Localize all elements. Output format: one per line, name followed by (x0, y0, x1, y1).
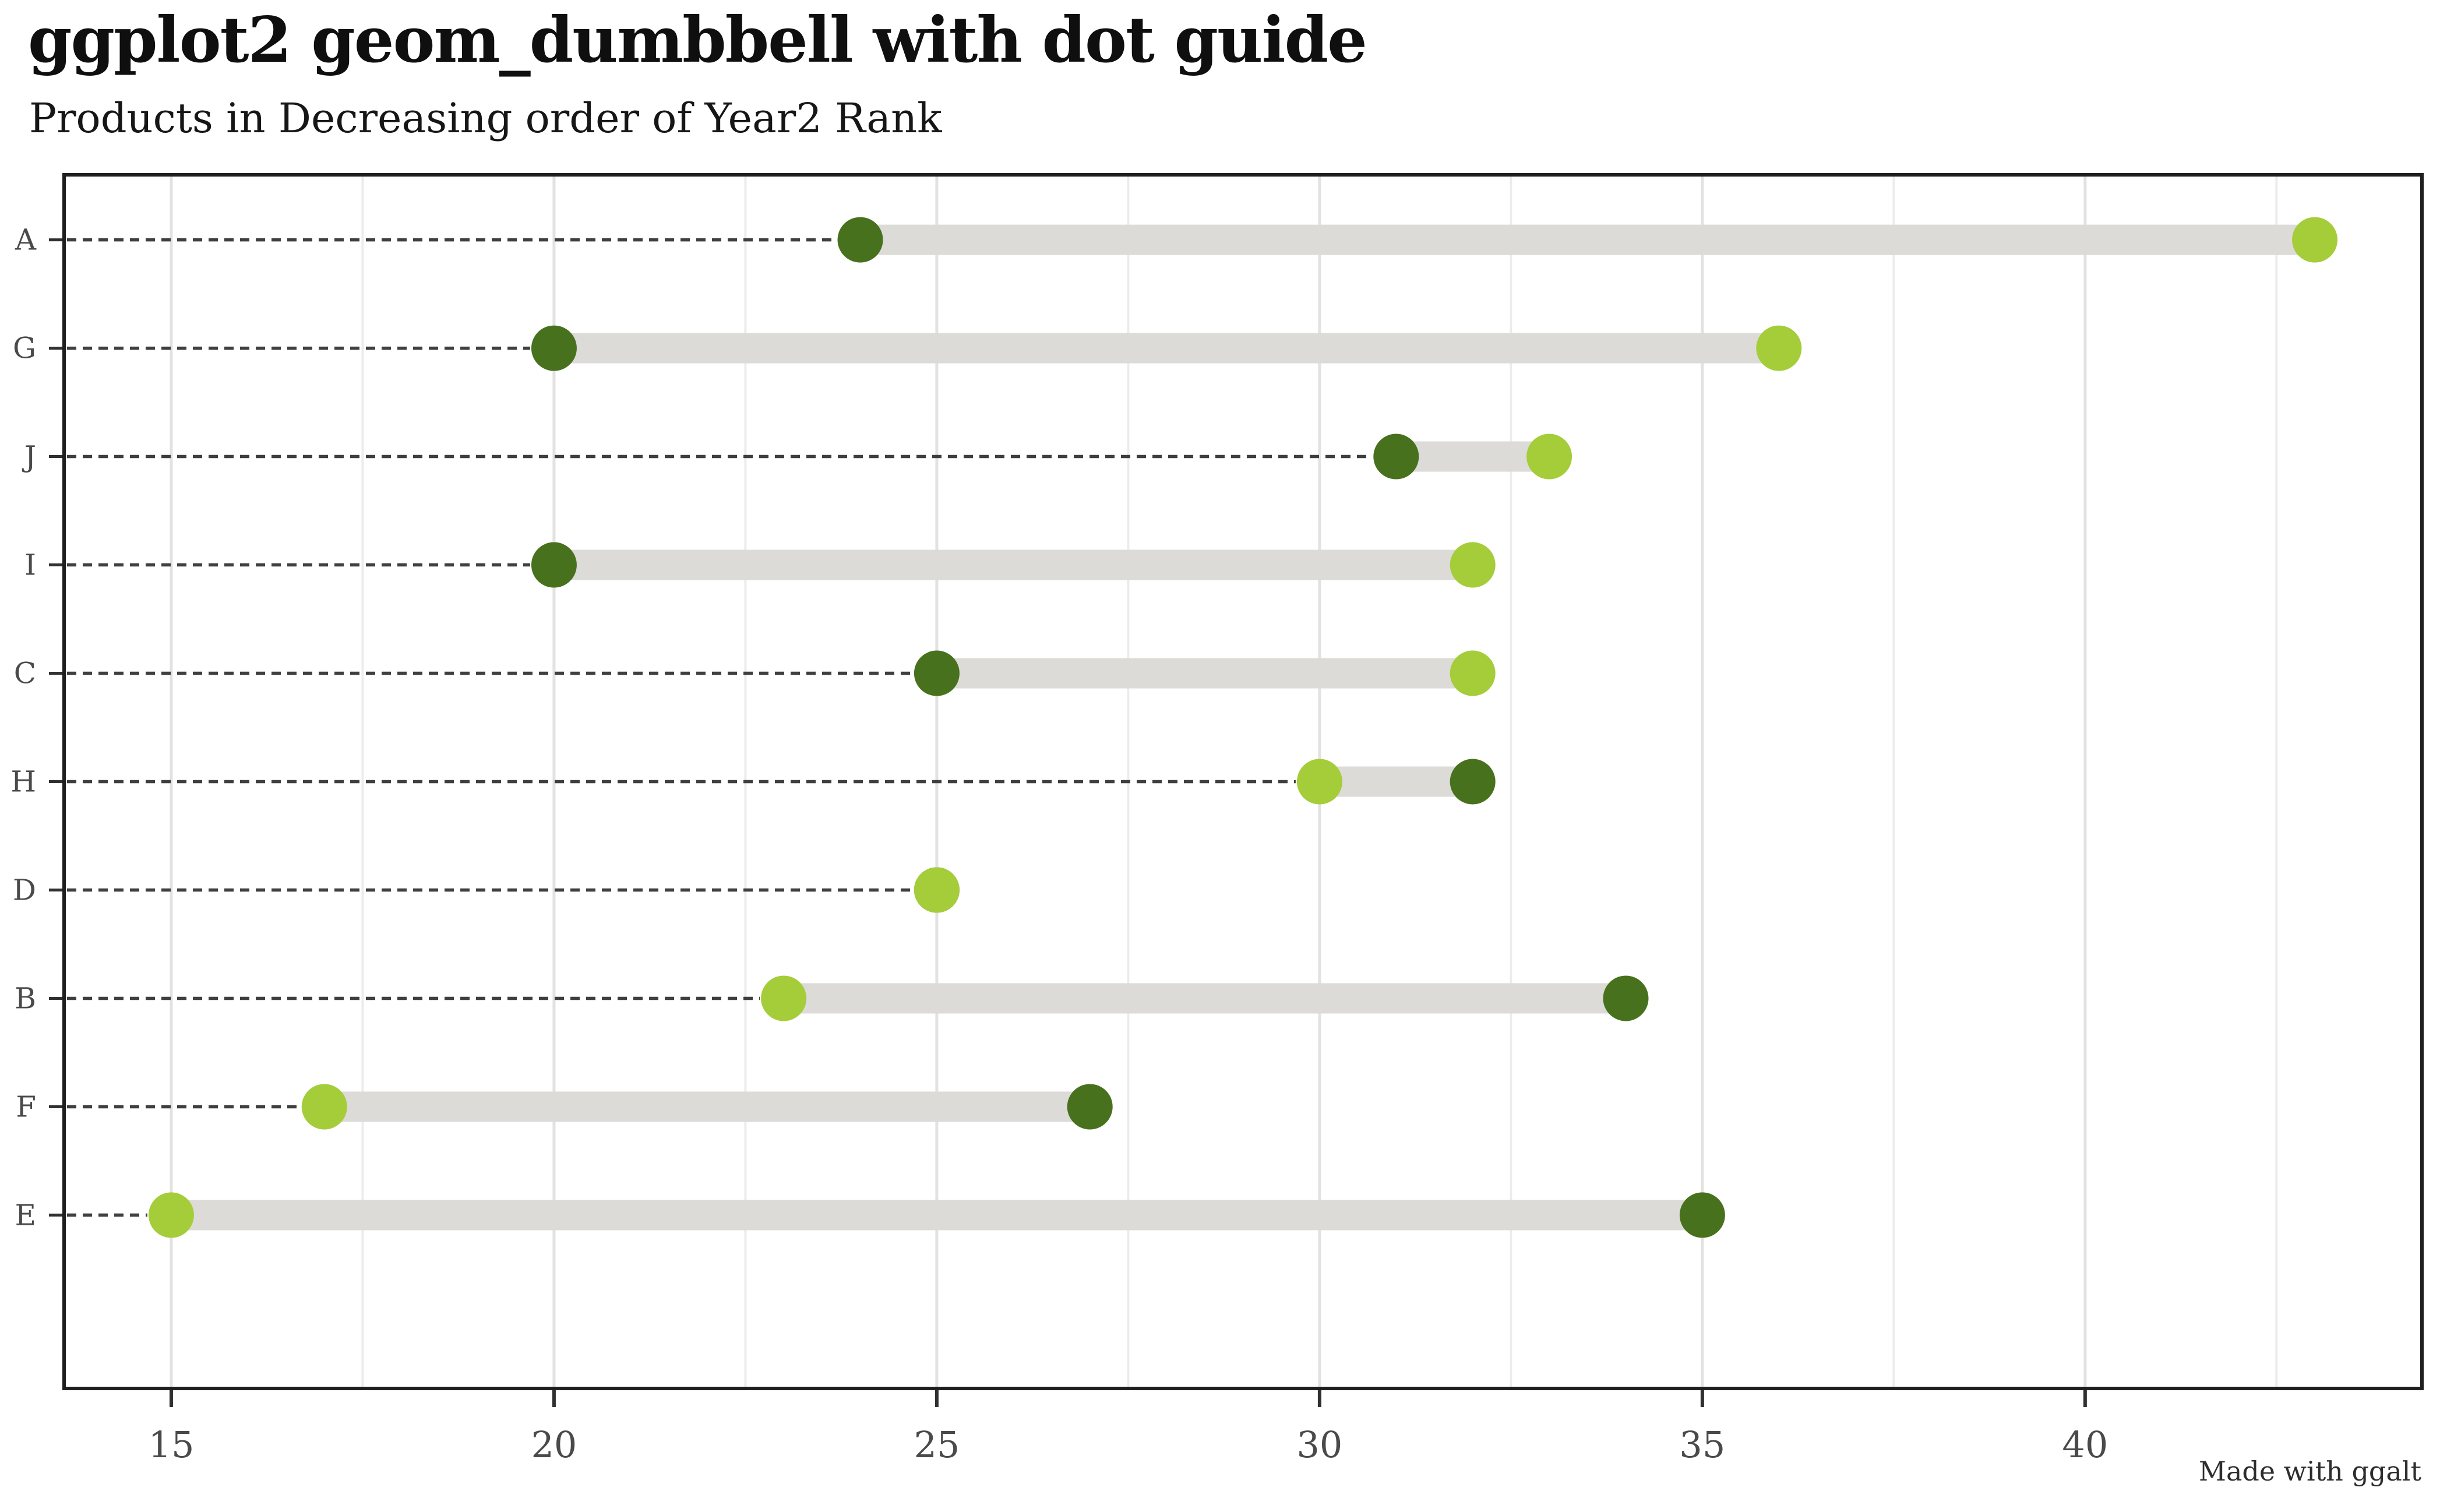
chart-caption: Made with ggalt (2198, 1455, 2421, 1487)
y-axis-label: I (24, 548, 36, 582)
dot-year2 (301, 1084, 347, 1130)
y-axis-label: E (15, 1198, 37, 1232)
dot-year2 (2292, 217, 2338, 263)
x-tick-label: 15 (149, 1423, 195, 1466)
dot-year1 (1603, 975, 1649, 1021)
panel-border (62, 173, 2424, 1390)
chart-title: ggplot2 geom_dumbbell with dot guide (28, 3, 1367, 77)
dot-year1 (914, 650, 960, 696)
dumbbell-segment (1396, 441, 1550, 472)
dot-year2 (1526, 433, 1572, 480)
dot-year2 (761, 975, 807, 1021)
panel-background (64, 175, 2422, 1388)
dumbbell-segment (553, 549, 1473, 580)
y-axis-label: B (15, 981, 36, 1015)
y-axis-label: G (13, 332, 36, 365)
dumbbell-segment (553, 333, 1779, 364)
dumbbell-segment (860, 224, 2315, 255)
dot-year1 (1067, 1084, 1113, 1130)
dot-year1 (1679, 1192, 1725, 1238)
dot-year2 (914, 867, 960, 913)
x-tick-label: 20 (531, 1423, 577, 1466)
dot-year1 (531, 542, 577, 588)
dumbbell-segment (171, 1200, 1702, 1231)
dot-year2 (148, 1192, 194, 1238)
dot-year1 (837, 217, 883, 263)
y-axis-label: J (22, 440, 36, 474)
dot-year1 (531, 325, 577, 371)
dumbbell-segment (1319, 766, 1473, 797)
dot-year2 (1450, 650, 1496, 696)
dot-year2 (1450, 542, 1496, 588)
x-tick-label: 25 (914, 1423, 960, 1466)
dot-year1 (1373, 433, 1419, 480)
x-tick-label: 30 (1296, 1423, 1342, 1466)
dumbbell-segment (324, 1091, 1090, 1122)
dot-year2 (1756, 325, 1802, 371)
y-axis-label: C (14, 657, 36, 690)
y-axis-label: H (10, 765, 36, 799)
dot-year1 (1450, 759, 1496, 805)
x-tick-label: 35 (1679, 1423, 1725, 1466)
dumbbell-segment (784, 983, 1626, 1014)
x-tick-label: 40 (2062, 1423, 2108, 1466)
dot-year2 (1296, 759, 1342, 805)
chart-subtitle: Products in Decreasing order of Year2 Ra… (29, 94, 942, 142)
dumbbell-segment (936, 658, 1473, 689)
y-axis-label: D (13, 873, 36, 907)
y-axis-label: F (16, 1090, 36, 1123)
y-axis-label: A (15, 223, 37, 257)
